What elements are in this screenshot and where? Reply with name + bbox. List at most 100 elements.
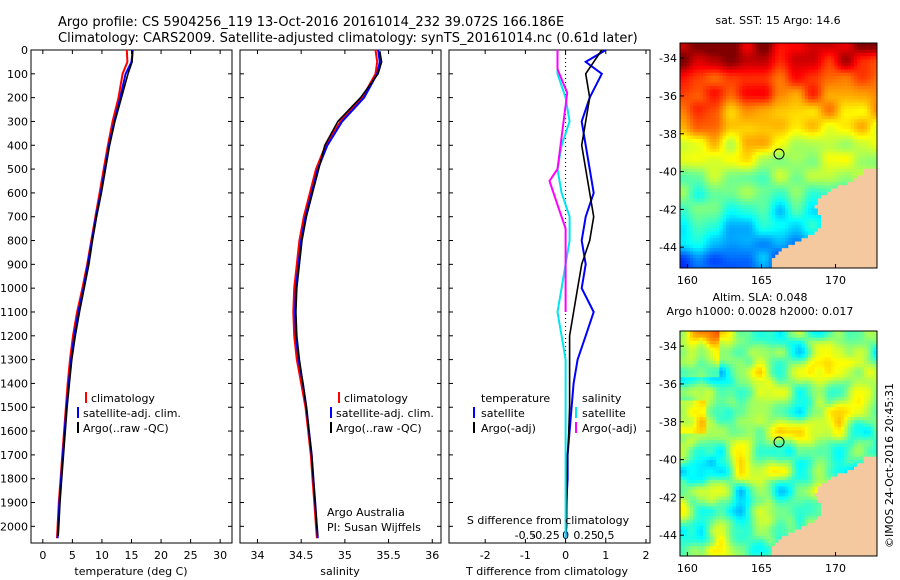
y-tick-label: -36 (659, 90, 677, 103)
map-cell (794, 158, 799, 163)
map-cell (771, 198, 776, 203)
map-cell (857, 337, 862, 342)
map-cell (729, 264, 734, 269)
map-cell (873, 251, 878, 256)
map-cell (719, 92, 724, 97)
map-cell (834, 195, 839, 200)
map-cell (706, 138, 711, 143)
map-cell (693, 162, 697, 166)
map-cell (804, 208, 809, 213)
map-cell (850, 102, 855, 107)
map-cell (854, 148, 858, 153)
map-cell (732, 357, 737, 362)
map-cell (680, 59, 684, 64)
map-cell (821, 158, 825, 163)
map-cell (791, 221, 796, 226)
map-cell (683, 72, 688, 77)
map-cell (863, 43, 868, 47)
map-cell (821, 59, 825, 64)
y-tick-label: 1900 (0, 497, 28, 510)
map-cell (762, 168, 766, 173)
map-cell (765, 132, 770, 137)
map-cell (801, 72, 806, 77)
map-cell (844, 115, 848, 120)
map-cell (696, 331, 701, 335)
map-cell (794, 175, 799, 180)
map-cell (850, 135, 855, 140)
map-cell (870, 350, 875, 355)
map-cell (686, 178, 691, 183)
map-cell (762, 258, 766, 262)
map-cell (742, 221, 747, 226)
map-cell (867, 231, 871, 236)
map-cell (732, 105, 737, 110)
map-cell (716, 56, 720, 61)
map-cell (814, 175, 819, 180)
map-cell (719, 205, 724, 209)
map-cell (811, 69, 816, 74)
map-cell (834, 155, 839, 160)
map-cell (683, 125, 688, 130)
map-cell (873, 198, 878, 203)
map-cell (804, 172, 809, 176)
map-cell (706, 82, 711, 87)
x-tick-label: 1 (602, 549, 609, 562)
map-cell (817, 135, 822, 140)
map-cell (811, 62, 816, 67)
map-cell (857, 254, 862, 259)
map-cell (808, 205, 812, 209)
map-cell (863, 86, 868, 90)
map-cell (854, 129, 858, 133)
map-cell (867, 254, 871, 259)
map-cell (873, 89, 878, 94)
map-cell (709, 79, 714, 84)
map-cell (850, 181, 855, 186)
map-cell (831, 62, 835, 67)
sst-map-title: sat. SST: 15 Argo: 14.6 (715, 14, 840, 27)
map-cell (811, 72, 816, 77)
map-cell (693, 364, 697, 368)
map-cell (821, 102, 825, 107)
map-cell (850, 105, 855, 110)
map-cell (729, 62, 734, 67)
map-cell (683, 185, 688, 190)
map-cell (814, 344, 819, 349)
map-cell (752, 122, 757, 127)
map-cell (850, 99, 855, 104)
map-cell (870, 99, 875, 104)
map-cell (745, 334, 750, 339)
map-cell (696, 364, 701, 368)
map-cell (847, 66, 852, 70)
map-cell (762, 155, 766, 160)
map-cell (680, 46, 684, 51)
map-cell (745, 145, 750, 150)
map-cell (860, 95, 865, 100)
map-cell (742, 52, 747, 57)
map-cell (775, 79, 779, 84)
map-cell (752, 261, 757, 266)
map-cell (824, 175, 829, 180)
map-cell (821, 56, 825, 61)
map-cell (686, 234, 691, 239)
map-cell (821, 89, 825, 94)
map-cell (804, 334, 809, 339)
map-cell (850, 360, 855, 365)
map-cell (821, 112, 825, 117)
map-cell (837, 258, 842, 262)
map-cell (771, 241, 776, 246)
map-cell (808, 181, 812, 186)
map-cell (699, 43, 704, 47)
map-cell (771, 165, 776, 170)
map-cell (722, 354, 727, 358)
map-cell (873, 119, 878, 123)
map-cell (771, 49, 776, 54)
map-cell (808, 66, 812, 70)
map-cell (844, 221, 848, 226)
map-cell (860, 357, 865, 362)
map-cell (683, 142, 688, 147)
map-cell (775, 162, 779, 166)
map-cell (817, 334, 822, 339)
map-cell (840, 347, 845, 352)
map-cell (867, 142, 871, 147)
map-cell (863, 195, 868, 200)
